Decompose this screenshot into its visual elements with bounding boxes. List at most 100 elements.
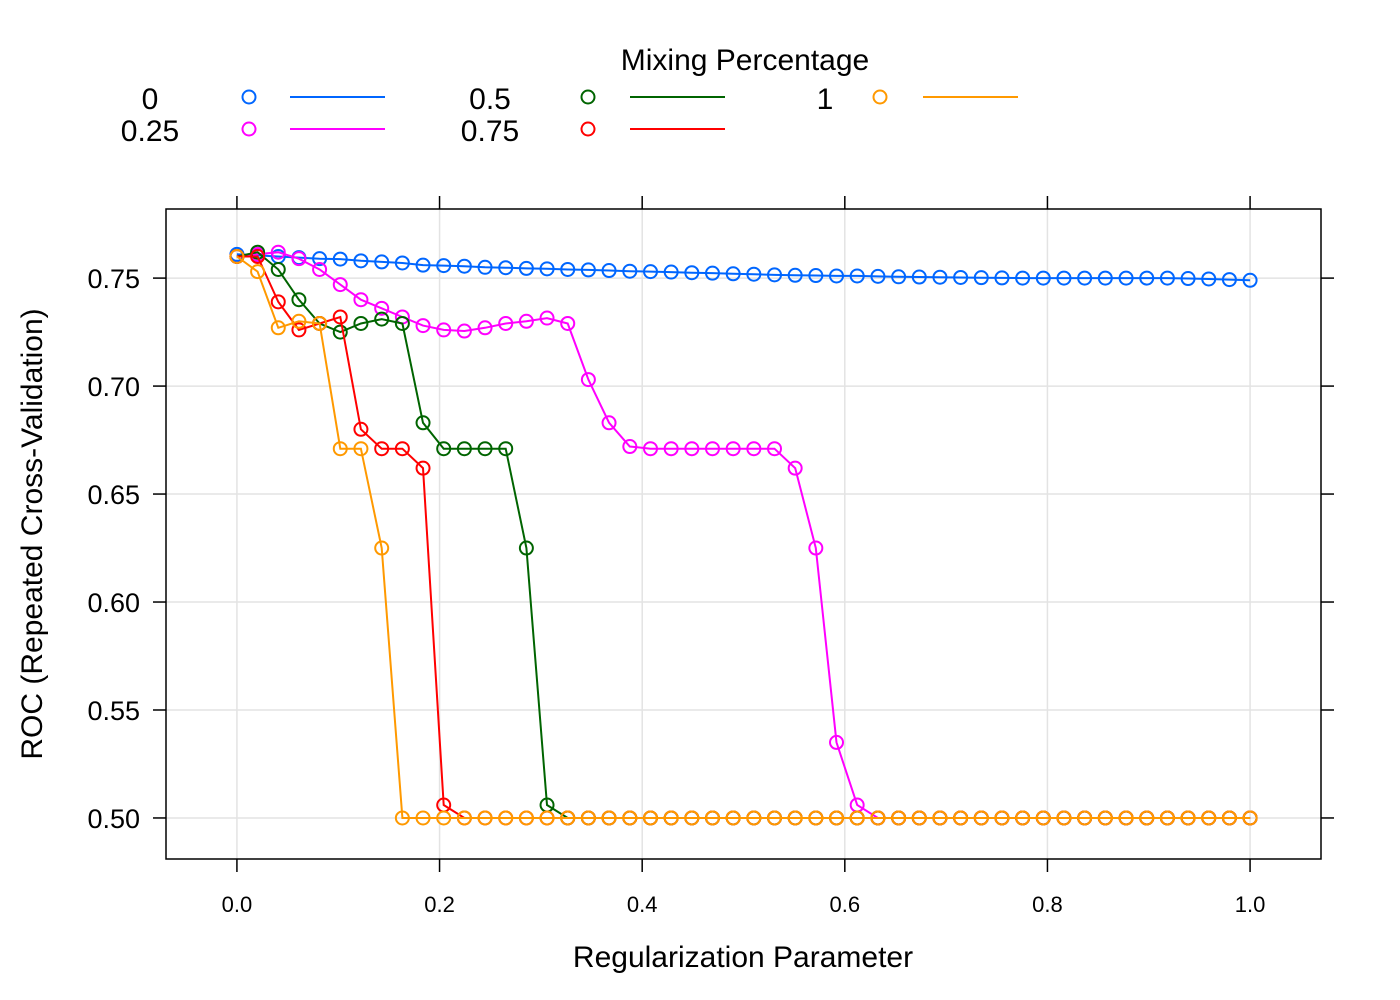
y-tick-label: 0.60 [87, 588, 140, 618]
data-point [394, 255, 410, 271]
data-point [1056, 810, 1072, 826]
legend-point-marker [580, 121, 596, 137]
data-point [332, 324, 348, 340]
legend-item: 1 [817, 83, 1018, 116]
data-point [560, 261, 576, 277]
data-point [498, 441, 514, 457]
data-point [270, 261, 286, 277]
legend-point-marker [241, 121, 257, 137]
x-tick-label: 0.0 [222, 892, 253, 917]
data-point [477, 320, 493, 336]
grid-lines [166, 209, 1321, 859]
series-line [236, 255, 1251, 819]
data-point [1221, 272, 1237, 288]
y-axis-label: ROC (Repeated Cross-Validation) [16, 308, 49, 759]
data-point [642, 264, 658, 280]
data-point [787, 810, 803, 826]
legend: Mixing Percentage 00.25 0.50.75 1 [121, 44, 1018, 148]
data-point [415, 460, 431, 476]
data-point [353, 315, 369, 331]
data-point [808, 268, 824, 284]
data-point [353, 441, 369, 457]
data-point [642, 441, 658, 457]
data-point [746, 441, 762, 457]
data-point [1221, 810, 1237, 826]
x-tick-label: 0.4 [627, 892, 658, 917]
data-point [684, 265, 700, 281]
data-point [332, 251, 348, 267]
legend-item: 0 [142, 83, 385, 116]
data-point [1035, 810, 1051, 826]
x-axis-label: Regularization Parameter [573, 941, 913, 974]
data-point [1242, 272, 1258, 288]
data-point [725, 441, 741, 457]
data-point [353, 421, 369, 437]
legend-item: 0.5 [469, 83, 725, 116]
data-point [704, 265, 720, 281]
data-point [870, 810, 886, 826]
data-point [1201, 810, 1217, 826]
legend-label: 0.75 [461, 115, 519, 148]
legend-title: Mixing Percentage [621, 44, 869, 77]
data-point [353, 253, 369, 269]
data-point [270, 320, 286, 336]
data-point [498, 260, 514, 276]
data-point [250, 264, 266, 280]
legend-label: 0.5 [469, 83, 511, 116]
data-point [477, 441, 493, 457]
x-tick-label: 1.0 [1235, 892, 1266, 917]
data-point [477, 259, 493, 275]
axis-ticks: 0.0 0.2 0.4 0.6 0.8 1.0 0.50 0.55 0.60 0.65 0.70 0.… [87, 196, 1334, 917]
data-point [518, 810, 534, 826]
legend-point-marker [872, 89, 888, 105]
data-point [498, 315, 514, 331]
data-point [291, 313, 307, 329]
data-point [767, 810, 783, 826]
series-line [236, 251, 1251, 819]
series-layer [229, 244, 1258, 826]
data-point [270, 244, 286, 260]
data-point [932, 269, 948, 285]
x-tick-label: 0.2 [424, 892, 455, 917]
series-0-25 [229, 244, 1258, 826]
series-1 [229, 249, 1258, 826]
data-point [829, 734, 845, 750]
data-point [953, 810, 969, 826]
data-point [849, 810, 865, 826]
data-point [560, 315, 576, 331]
data-point [332, 309, 348, 325]
data-point [1118, 810, 1134, 826]
data-point [580, 810, 596, 826]
data-point [1159, 270, 1175, 286]
data-point [580, 372, 596, 388]
data-point [539, 810, 555, 826]
data-point [1159, 810, 1175, 826]
data-point [436, 441, 452, 457]
data-point [394, 315, 410, 331]
data-point [1056, 270, 1072, 286]
series-line [236, 251, 1251, 819]
data-point [808, 540, 824, 556]
data-point [518, 540, 534, 556]
data-point [622, 263, 638, 279]
data-point [539, 261, 555, 277]
data-point [374, 311, 390, 327]
data-point [291, 322, 307, 338]
data-point [456, 258, 472, 274]
data-point [663, 441, 679, 457]
data-point [1180, 810, 1196, 826]
data-point [394, 441, 410, 457]
data-point [560, 810, 576, 826]
data-point [1015, 810, 1031, 826]
data-point [994, 810, 1010, 826]
data-point [870, 268, 886, 284]
x-tick-label: 0.6 [830, 892, 861, 917]
data-point [829, 810, 845, 826]
data-point [787, 267, 803, 283]
legend-point-marker [241, 89, 257, 105]
data-point [374, 254, 390, 270]
data-point [1015, 270, 1031, 286]
data-point [312, 261, 328, 277]
data-point [973, 810, 989, 826]
